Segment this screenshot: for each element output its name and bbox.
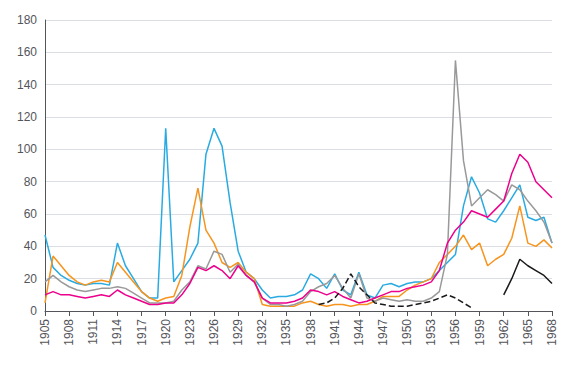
svg-text:160: 160 [17, 45, 37, 59]
svg-text:1944: 1944 [352, 319, 366, 346]
svg-text:1917: 1917 [135, 319, 149, 346]
svg-text:1911: 1911 [86, 319, 100, 345]
svg-text:1956: 1956 [448, 319, 462, 346]
svg-text:1923: 1923 [183, 319, 197, 346]
svg-text:140: 140 [17, 78, 37, 92]
svg-text:1950: 1950 [400, 319, 414, 346]
svg-text:40: 40 [24, 239, 38, 253]
svg-text:1926: 1926 [207, 319, 221, 346]
svg-text:0: 0 [30, 304, 37, 318]
svg-text:1920: 1920 [159, 319, 173, 346]
svg-text:60: 60 [24, 207, 38, 221]
svg-text:1962: 1962 [497, 319, 511, 346]
svg-text:1938: 1938 [304, 319, 318, 346]
svg-text:1968: 1968 [545, 319, 559, 346]
svg-text:1941: 1941 [328, 319, 342, 346]
svg-text:1929: 1929 [231, 319, 245, 346]
svg-text:20: 20 [24, 272, 38, 286]
svg-text:1947: 1947 [376, 319, 390, 346]
svg-text:100: 100 [17, 142, 37, 156]
svg-text:180: 180 [17, 13, 37, 27]
svg-text:1959: 1959 [473, 319, 487, 346]
svg-text:1965: 1965 [521, 319, 535, 346]
svg-text:1953: 1953 [424, 319, 438, 346]
svg-text:80: 80 [24, 175, 38, 189]
svg-text:1905: 1905 [38, 319, 52, 346]
svg-text:1932: 1932 [255, 319, 269, 346]
svg-text:1908: 1908 [62, 319, 76, 346]
svg-text:120: 120 [17, 110, 37, 124]
svg-text:1914: 1914 [110, 319, 124, 346]
svg-text:1935: 1935 [279, 319, 293, 346]
